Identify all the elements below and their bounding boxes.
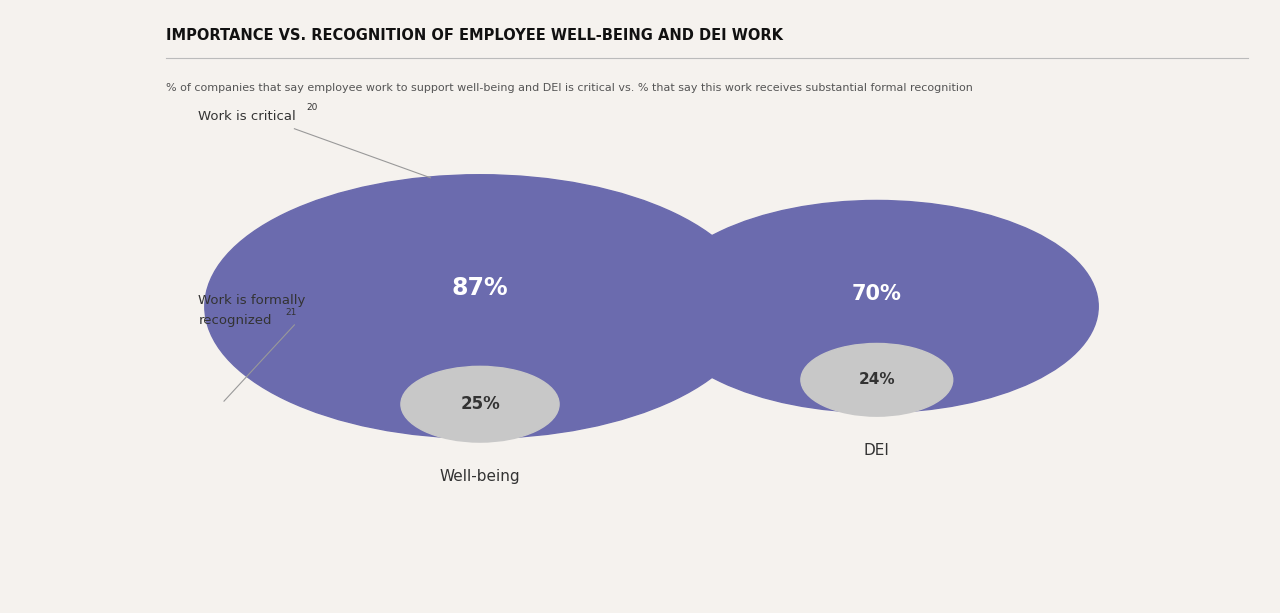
Text: recognized: recognized <box>198 314 271 327</box>
Circle shape <box>801 343 952 416</box>
Circle shape <box>401 367 559 442</box>
Text: Work is formally: Work is formally <box>198 294 306 306</box>
Text: 70%: 70% <box>852 284 901 304</box>
Text: 21: 21 <box>285 308 297 317</box>
Circle shape <box>205 175 755 438</box>
Text: DEI: DEI <box>864 443 890 458</box>
Text: 20: 20 <box>306 102 317 112</box>
Text: % of companies that say employee work to support well-being and DEI is critical : % of companies that say employee work to… <box>166 83 973 93</box>
Text: Work is critical: Work is critical <box>198 110 296 123</box>
Text: 25%: 25% <box>460 395 500 413</box>
Text: 87%: 87% <box>452 276 508 300</box>
Circle shape <box>655 200 1098 413</box>
Text: Well-being: Well-being <box>440 469 520 484</box>
Text: 24%: 24% <box>859 372 895 387</box>
Text: IMPORTANCE VS. RECOGNITION OF EMPLOYEE WELL-BEING AND DEI WORK: IMPORTANCE VS. RECOGNITION OF EMPLOYEE W… <box>166 28 783 42</box>
